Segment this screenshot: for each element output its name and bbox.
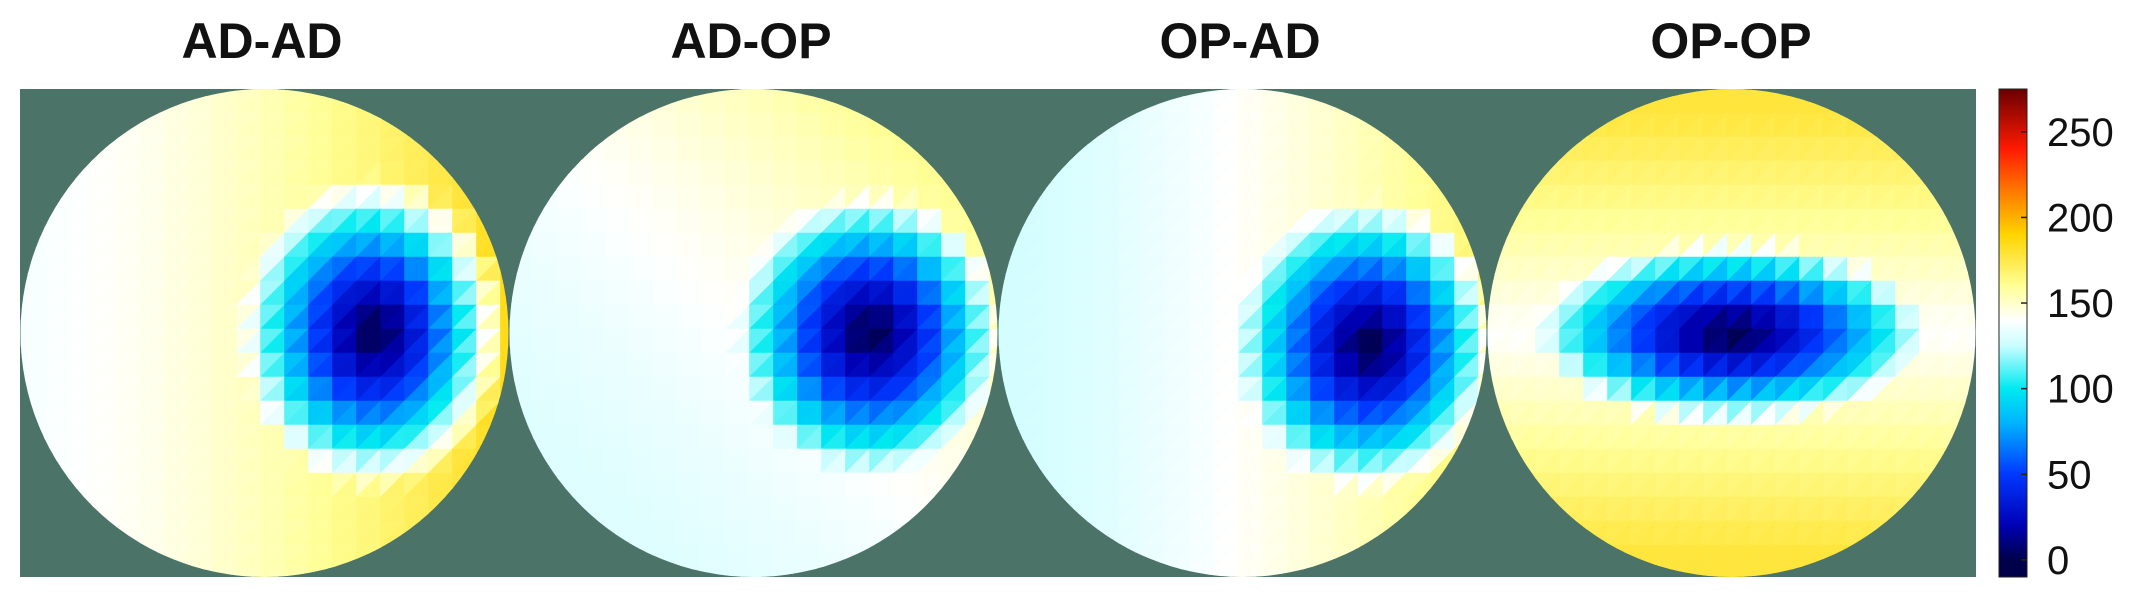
heatmap-cell [1728,593,1752,600]
heatmap-cell [20,304,22,330]
heatmap-cell [1680,593,1704,600]
heatmap-cell [1215,593,1239,600]
colorbar-tick-label: 200 [2047,196,2114,240]
panel-title-op-ad: OP-AD [1159,13,1320,69]
heatmap-cell [237,593,261,600]
heatmap-cell [213,593,237,600]
heatmap-cell [1263,593,1287,600]
colorbar: 0 50 100 150 200 250 [1998,88,2114,583]
heatmap-cell [1726,568,1752,577]
heatmap-cell [20,376,22,402]
heatmap-cell [499,304,509,330]
heatmap-cell [774,593,798,600]
heatmap-cell [20,352,21,378]
heatmap-cell [1213,568,1239,577]
heatmap-panel-op-op [1487,89,1976,600]
heatmap-cell [20,280,22,306]
colorbar-tick-label: 0 [2047,539,2069,583]
heatmap-panel-ad-op [509,89,998,600]
heatmap-panels [20,89,1976,600]
heatmap-cell [20,328,21,354]
colorbar-tick-label: 100 [2047,368,2114,412]
heatmap-cell [20,280,21,306]
heatmap-cell [285,593,309,600]
colorbar-tick-label: 50 [2047,453,2092,497]
heatmap-cell [988,328,998,354]
heatmap-cell [20,328,22,354]
heatmap-cell [259,568,285,577]
heatmap-cell [20,400,21,426]
heatmap-cell [748,568,774,577]
heatmap-cell [20,352,22,378]
heatmap-cell [988,304,998,330]
heatmap-cell [20,304,21,330]
panel-title-op-op: OP-OP [1650,13,1811,69]
heatmap-cell [1752,593,1776,600]
heatmap-cell [20,232,21,258]
heatmap-cell [499,328,509,354]
heatmap-cell [726,593,750,600]
heatmap-mesh [20,89,509,600]
panel-titles: AD-AD AD-OP OP-AD OP-OP [181,13,1811,69]
panel-title-ad-op: AD-OP [670,13,831,69]
heatmap-cell [1477,304,1487,330]
colorbar-gradient [1998,88,2028,578]
heatmap-cell [20,400,22,426]
heatmap-panel-ad-ad [20,89,509,600]
panel-title-ad-ad: AD-AD [181,13,342,69]
heatmap-cell [20,256,21,282]
heatmap-cell [1704,593,1728,600]
heatmap-panel-op-ad [998,89,1487,600]
heatmap-cell [1239,593,1263,600]
heatmap-cell [1191,593,1215,600]
heatmap-cell [261,593,285,600]
colorbar-tick-label: 250 [2047,111,2114,155]
heatmap-cell [724,568,750,577]
heatmap-cell [1237,568,1263,577]
heatmap-cell [702,593,726,600]
heatmap-cell [20,256,22,282]
heatmap-cell [1966,328,1976,354]
heatmap-cell [1477,328,1487,354]
heatmap-cell [1966,304,1976,330]
heatmap-cell [750,593,774,600]
heatmap-cell [1702,568,1728,577]
heatmap-cell [20,376,21,402]
heatmap-cell [235,568,261,577]
colorbar-tick-label: 150 [2047,282,2114,326]
